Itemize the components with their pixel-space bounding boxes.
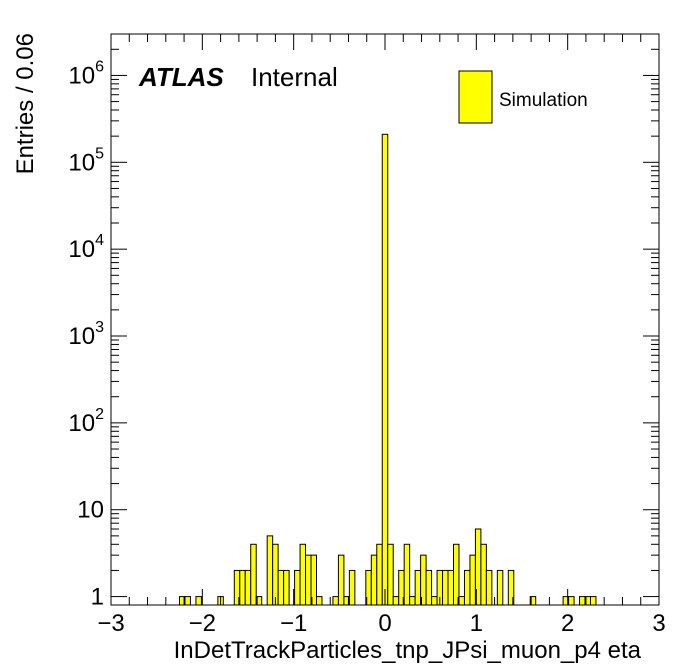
histogram-bar — [277, 569, 285, 606]
histogram-bar — [387, 543, 394, 606]
axis-minor-ticks — [111, 33, 659, 605]
histogram-bar — [266, 535, 274, 606]
histogram-bar — [590, 596, 597, 606]
histogram-bar — [337, 554, 345, 606]
histogram-bar — [332, 596, 339, 606]
x-axis-title: InDetTrackParticles_tnp_JPsi_muon_p4 eta — [174, 637, 642, 664]
histogram-bar — [496, 569, 504, 606]
histogram-bar — [485, 569, 493, 606]
histogram-bar — [469, 554, 476, 606]
y-tick-label: 103 — [68, 319, 104, 350]
y-axis-title: Entries / 0.06 — [12, 33, 39, 174]
histogram-bar — [458, 596, 465, 606]
y-tick-label: 102 — [68, 406, 104, 437]
histogram-bar — [425, 569, 433, 606]
y-axis-tick-labels: 1 10 102 103 104 105 106 — [68, 58, 104, 610]
histogram-bar — [316, 596, 323, 606]
y-tick-label: 1 — [91, 584, 104, 611]
internal-label: Internal — [251, 62, 338, 92]
histogram-bar — [244, 569, 252, 606]
histogram-bar — [272, 543, 279, 606]
histogram-bar — [239, 569, 246, 606]
histogram-bar — [184, 596, 191, 606]
x-tick-label: −2 — [189, 610, 216, 637]
y-tick-label: 104 — [68, 232, 104, 263]
x-tick-label: 3 — [652, 610, 665, 637]
histogram-bar — [250, 543, 257, 606]
histogram-bar — [381, 133, 389, 606]
histogram-bar — [283, 569, 290, 606]
x-tick-label: 0 — [378, 610, 391, 637]
histogram-bar — [579, 596, 586, 606]
histogram-bar — [442, 569, 449, 606]
histogram-bar — [414, 569, 422, 606]
histogram-bar — [409, 596, 416, 606]
x-tick-label: 2 — [561, 610, 574, 637]
y-tick-label: 105 — [68, 145, 104, 176]
atlas-label: ATLAS — [138, 62, 224, 92]
histogram-bar — [463, 569, 471, 606]
histogram-bar — [392, 596, 400, 606]
histogram-bar — [447, 569, 454, 606]
histogram-bars — [179, 133, 597, 606]
plot-frame — [110, 33, 660, 606]
x-tick-label: −3 — [97, 610, 124, 637]
histogram-bar — [376, 543, 383, 606]
histogram-bar — [453, 543, 460, 606]
histogram-bar — [568, 596, 575, 606]
x-tick-label: −1 — [280, 610, 307, 637]
y-tick-label: 10 — [77, 497, 104, 524]
legend-swatch — [458, 70, 493, 124]
legend-label: Simulation — [499, 90, 588, 111]
x-tick-label: 1 — [470, 610, 483, 637]
histogram-bar — [480, 543, 487, 606]
histogram-bar — [299, 543, 307, 606]
y-tick-label: 106 — [68, 58, 104, 89]
x-axis-tick-labels: −3 −2 −1 0 1 2 3 — [97, 610, 665, 637]
histogram-bar — [403, 543, 411, 606]
histogram-bar — [370, 554, 378, 606]
histogram-bar — [305, 554, 312, 606]
histogram-bar — [294, 569, 301, 606]
legend: Simulation — [458, 70, 588, 124]
histogram-bar — [431, 596, 438, 606]
histogram-bar — [348, 569, 356, 606]
histogram-bar — [195, 596, 202, 606]
